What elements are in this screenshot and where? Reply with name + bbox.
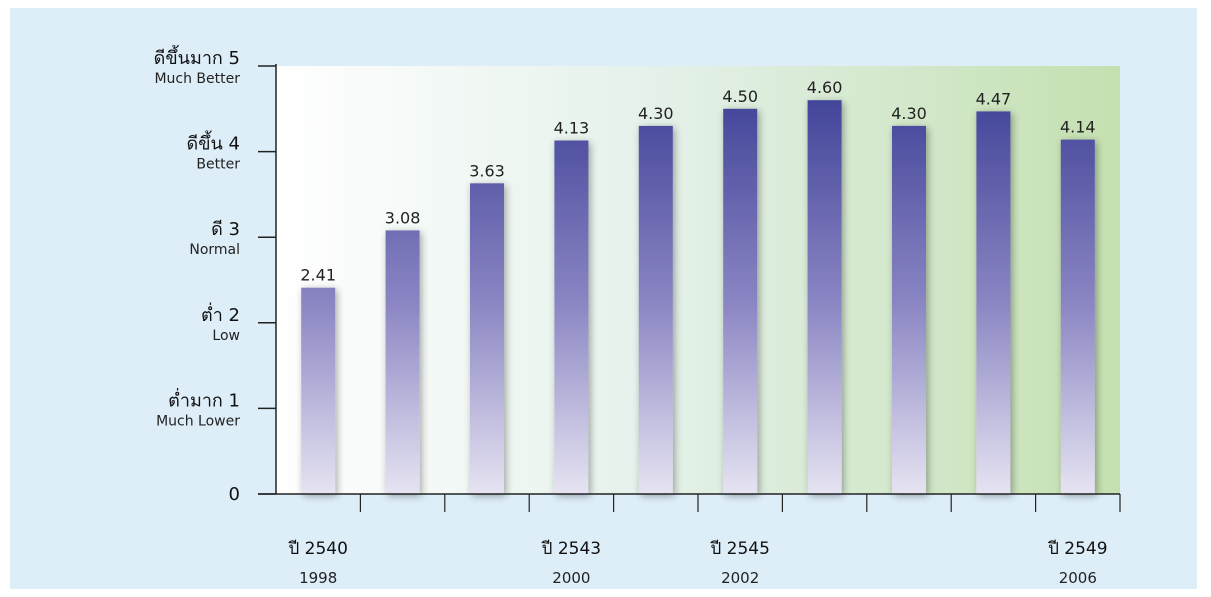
bar-value-label-4: 4.13 [554,119,590,138]
x-tick-sublabel-3: 2002 [721,569,759,587]
bar-10 [1060,139,1095,494]
bar-value-label-5: 4.30 [638,104,674,123]
bar-8 [892,125,926,495]
y-tick-sublabel-2: Low [212,328,240,344]
y-tick-sublabel-3: Normal [189,242,240,258]
bar-4 [554,140,589,494]
y-tick-sublabel-4: Better [196,157,240,173]
bar-value-label-3: 3.63 [469,161,505,180]
bar-value-label-6: 4.50 [722,87,758,106]
y-tick-label-5: ดีขึ้นมาก 5 [154,45,240,69]
y-tick-label-1: ต่ำมาก 1 [168,387,240,411]
bar-2 [385,230,420,494]
bar-6 [723,108,758,495]
bar-value-label-9: 4.47 [976,89,1012,108]
bar-value-label-1: 2.41 [300,266,336,285]
y-tick-label-0: 0 [229,484,240,505]
bar-value-label-10: 4.14 [1060,118,1096,137]
bar-3 [470,183,504,495]
bar-value-label-7: 4.60 [807,78,843,97]
bar-1 [301,287,336,494]
bar-value-label-8: 4.30 [891,104,927,123]
x-tick-label-2: ปี 2543 [541,539,601,559]
x-tick-sublabel-1: 1998 [299,569,337,587]
bar-5 [638,125,673,495]
x-tick-label-3: ปี 2545 [710,539,770,559]
x-tick-sublabel-2: 2000 [552,569,590,587]
bar-9 [976,111,1011,495]
x-tick-label-1: ปี 2540 [288,539,348,559]
x-tick-label-4: ปี 2549 [1047,539,1107,559]
y-tick-label-4: ดีขึ้น 4 [187,131,240,155]
bar-7 [807,100,842,494]
y-tick-sublabel-1: Much Lower [156,413,240,429]
y-tick-label-2: ต่ำ 2 [201,302,240,326]
y-tick-sublabel-5: Much Better [154,71,240,87]
y-tick-label-3: ดี 3 [211,219,240,240]
bar-value-label-2: 3.08 [385,208,421,227]
x-tick-sublabel-4: 2006 [1059,569,1097,587]
